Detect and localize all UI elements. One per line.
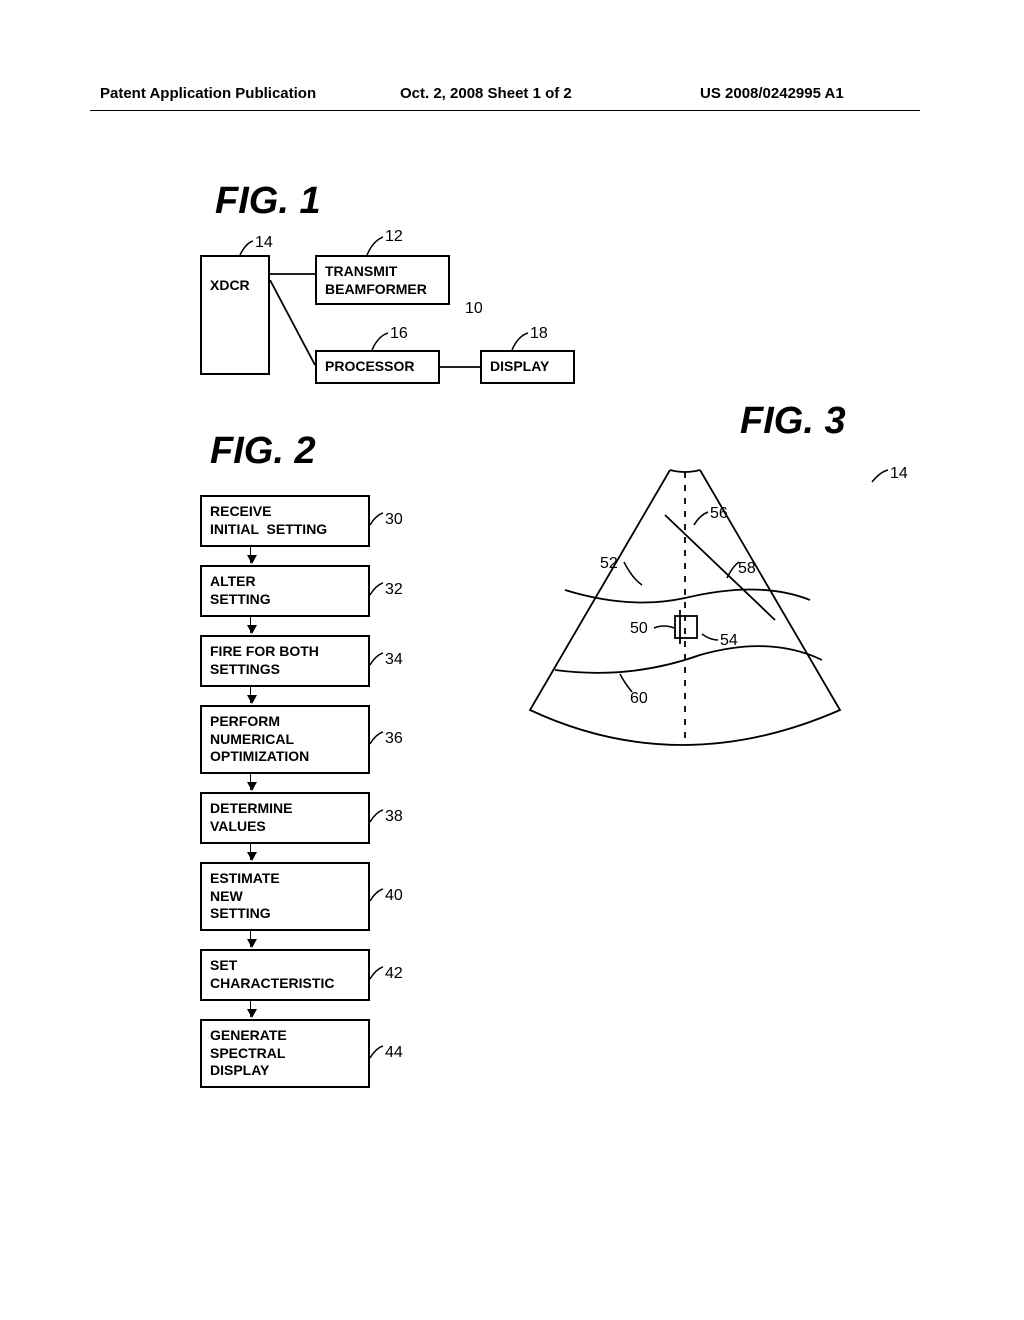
fig2-arrow-0 [250,547,251,563]
fig2-step-2-lead [368,651,386,669]
fig2-step-6-lead [368,965,386,983]
fig2-step-6: SET CHARACTERISTIC [200,949,370,1001]
fig3-ref-52: 52 [600,555,618,573]
fig1-proc-lead [370,330,392,352]
fig2-step-0-ref: 30 [385,511,403,529]
fig2-step-5-lead [368,887,386,905]
fig2-arrow-3 [250,774,251,790]
fig2-step-5-ref: 40 [385,887,403,905]
fig2-step-4-text: DETERMINE VALUES [210,800,292,834]
fig2-step-4: DETERMINE VALUES [200,792,370,844]
fig2-arrow-2 [250,687,251,703]
fig3-ref50-lead [652,622,677,634]
fig1-disp: DISPLAY [480,350,575,384]
fig2-step-4-lead [368,808,386,826]
fig3-ref56-lead [692,510,712,528]
fig3-label: FIG. 3 [740,400,846,443]
fig2-step-0-text: RECEIVE INITIAL SETTING [210,503,327,537]
fig2-step-3: PERFORM NUMERICAL OPTIMIZATION [200,705,370,774]
fig1-label: FIG. 1 [215,180,321,223]
fig1-disp-text: DISPLAY [490,358,549,374]
fig2-step-7-ref: 44 [385,1044,403,1062]
fig1-xdcr-text: XDCR [210,277,250,293]
fig2-step-0-lead [368,511,386,529]
fig2-step-1-text: ALTER SETTING [210,573,271,607]
fig3-sector [470,460,910,780]
fig1-xdcr-lead [238,237,258,257]
fig1-proc-text: PROCESSOR [325,358,414,374]
fig2-step-1: ALTER SETTING [200,565,370,617]
fig2-step-2: FIRE FOR BOTH SETTINGS [200,635,370,687]
fig1-txbf: TRANSMIT BEAMFORMER [315,255,450,305]
fig1-sys-ref: 10 [465,300,483,318]
fig1-line-xdcr-proc [270,280,320,370]
fig2-arrow-4 [250,844,251,860]
fig2-label: FIG. 2 [210,430,316,473]
fig2-step-6-ref: 42 [385,965,403,983]
fig3-ref52-lead [622,560,644,588]
fig3-ref-56: 56 [710,505,728,523]
fig2-arrow-1 [250,617,251,633]
fig2-step-3-lead [368,730,386,748]
fig1-xdcr: XDCR [200,255,270,375]
fig1-proc: PROCESSOR [315,350,440,384]
fig2-arrow-6 [250,1001,251,1017]
header-mid: Oct. 2, 2008 Sheet 1 of 2 [400,85,572,102]
fig2-step-1-lead [368,581,386,599]
header-right: US 2008/0242995 A1 [700,85,844,102]
fig3-ref54-lead [700,630,722,644]
fig3-ref-50: 50 [630,620,648,638]
fig1-line-xdcr-txbf [270,272,315,276]
fig3-ref14-lead [870,468,892,484]
fig2-step-5-text: ESTIMATE NEW SETTING [210,870,280,921]
fig2-step-7: GENERATE SPECTRAL DISPLAY [200,1019,370,1088]
fig3-ref60-lead [618,672,636,694]
fig3-ref-54: 54 [720,632,738,650]
fig2-step-2-ref: 34 [385,651,403,669]
fig2-step-4-ref: 38 [385,808,403,826]
fig2-step-7-text: GENERATE SPECTRAL DISPLAY [210,1027,287,1078]
fig3-ref58-lead [725,560,743,580]
fig2-step-5: ESTIMATE NEW SETTING [200,862,370,931]
header-left: Patent Application Publication [100,85,316,102]
fig1-disp-ref: 18 [530,325,548,343]
fig2-step-3-ref: 36 [385,730,403,748]
fig1-txbf-ref: 12 [385,228,403,246]
fig2-step-2-text: FIRE FOR BOTH SETTINGS [210,643,319,677]
fig1-txbf-lead [365,233,387,258]
fig2-step-6-text: SET CHARACTERISTIC [210,957,334,991]
fig2-step-3-text: PERFORM NUMERICAL OPTIMIZATION [210,713,309,764]
fig2-step-7-lead [368,1044,386,1062]
fig2-arrow-5 [250,931,251,947]
fig2-step-0: RECEIVE INITIAL SETTING [200,495,370,547]
fig1-line-proc-disp [440,365,480,369]
fig2-step-1-ref: 32 [385,581,403,599]
fig1-txbf-text: TRANSMIT BEAMFORMER [325,263,427,297]
fig3-ref-14: 14 [890,465,908,483]
fig1-proc-ref: 16 [390,325,408,343]
fig1-disp-lead [510,330,532,352]
header-rule [90,110,920,111]
